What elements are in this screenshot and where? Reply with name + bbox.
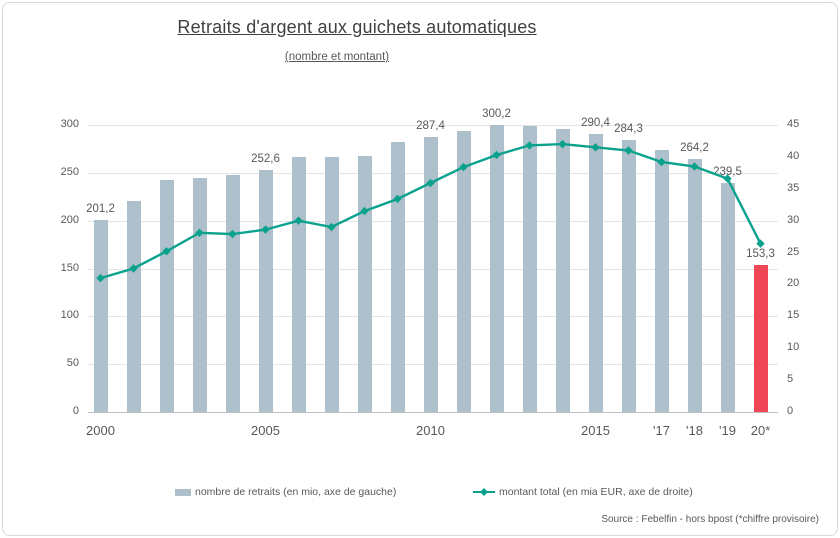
- line-point-marker: [426, 178, 435, 188]
- line-point-marker: [393, 194, 402, 204]
- chart-title: Retraits d'argent aux guichets automatiq…: [177, 17, 537, 37]
- bar-value-label: 201,2: [86, 202, 115, 215]
- plot-area: 201,2 252,6 287,4 300,2 290,4 284,3 264,2 239,5…: [86, 108, 778, 413]
- right-axis-tick: 40: [787, 149, 800, 162]
- right-axis-tick: 45: [787, 118, 800, 130]
- chart-subtitle: (nombre et montant): [284, 51, 390, 63]
- line-point-marker: [294, 216, 303, 225]
- line-point-marker: [624, 146, 633, 155]
- bar-2010: [423, 137, 438, 412]
- source-note: Source : Febelfin - hors bpost (*chiffre…: [601, 514, 819, 525]
- gridline: [88, 125, 778, 126]
- line-point-marker: [525, 141, 534, 150]
- right-axis-tick: 5: [787, 373, 794, 386]
- bar-2015: [588, 134, 603, 412]
- right-axis-tick: 25: [787, 245, 800, 258]
- bar-2001: [126, 200, 141, 412]
- left-axis-tick: 150: [60, 261, 79, 274]
- line-point-marker: [723, 174, 732, 183]
- line-point-marker: [195, 228, 204, 237]
- right-axis-tick: 10: [787, 341, 800, 354]
- line-point-marker: [129, 264, 138, 273]
- x-axis-tick: '18: [686, 423, 703, 438]
- line-point-marker: [459, 162, 468, 172]
- left-axis-tick: 300: [60, 118, 79, 130]
- bar-value-label: 287,4: [416, 120, 445, 133]
- line-series: [96, 139, 765, 283]
- bar-2018: [687, 159, 702, 412]
- right-axis-tick: 0: [787, 405, 794, 417]
- right-axis-tick: 35: [787, 181, 800, 194]
- right-axis-tick: 20: [787, 277, 800, 290]
- bar-2002: [159, 179, 174, 412]
- bar-2020: [753, 265, 768, 412]
- line-point-marker: [228, 229, 237, 239]
- bar-series-swatch-icon: [175, 488, 191, 496]
- bar-value-label: 300,2: [482, 107, 511, 120]
- line-point-marker: [690, 162, 699, 171]
- legend-label-line: montant total (en mia EUR, axe de droite…: [499, 486, 693, 498]
- left-axis-tick: 50: [66, 357, 79, 370]
- line-point-marker: [96, 273, 105, 283]
- line-point-marker: [327, 222, 336, 232]
- bar-2007: [324, 156, 339, 412]
- bar-2017: [654, 149, 669, 412]
- line-point-marker: [558, 139, 567, 149]
- left-axis-tick: 100: [60, 309, 79, 322]
- bar-value-label: 252,6: [251, 153, 280, 166]
- left-axis-tick: 200: [60, 213, 79, 226]
- bar-value-label: 264,2: [680, 142, 709, 155]
- x-axis-line: [88, 412, 778, 413]
- line-point-marker: [591, 143, 600, 152]
- bar-2012: [489, 124, 504, 412]
- bar-2000: [93, 219, 108, 412]
- bar-2013: [522, 125, 537, 412]
- bar-2019: [720, 182, 735, 412]
- bar-value-label: 153,3: [746, 248, 775, 261]
- line-point-marker: [261, 225, 270, 234]
- legend-item-bars: nombre de retraits (en mio, axe de gauch…: [175, 484, 396, 500]
- bar-2014: [555, 128, 570, 412]
- x-axis-tick: '17: [653, 423, 670, 438]
- bar-2003: [192, 177, 207, 412]
- x-axis-tick: 2005: [251, 423, 280, 438]
- legend-label-bars: nombre de retraits (en mio, axe de gauch…: [195, 486, 397, 498]
- x-axis-tick: '19: [719, 423, 736, 438]
- x-axis-tick: 2010: [416, 423, 445, 438]
- bar-value-label: 284,3: [614, 123, 643, 136]
- x-axis-tick: 2015: [581, 423, 610, 438]
- bar-value-label: 290,4: [581, 117, 610, 130]
- line-point-marker: [657, 157, 666, 167]
- line-point-marker: [360, 206, 369, 216]
- left-axis-tick: 0: [72, 405, 79, 417]
- line-point-marker: [756, 239, 765, 248]
- bar-2009: [390, 142, 405, 412]
- legend-item-line: montant total (en mia EUR, axe de droite…: [473, 484, 693, 500]
- bar-2016: [621, 140, 636, 412]
- right-axis-tick: 15: [787, 309, 800, 322]
- right-axis-tick: 30: [787, 213, 800, 226]
- left-axis-tick: 250: [60, 165, 79, 178]
- x-axis-tick: 20*: [750, 423, 771, 438]
- x-axis-tick: 2000: [86, 423, 115, 438]
- line-point-marker: [492, 150, 501, 160]
- bar-2008: [357, 155, 372, 412]
- bar-2011: [456, 130, 471, 412]
- line-series-swatch-icon: [473, 488, 495, 496]
